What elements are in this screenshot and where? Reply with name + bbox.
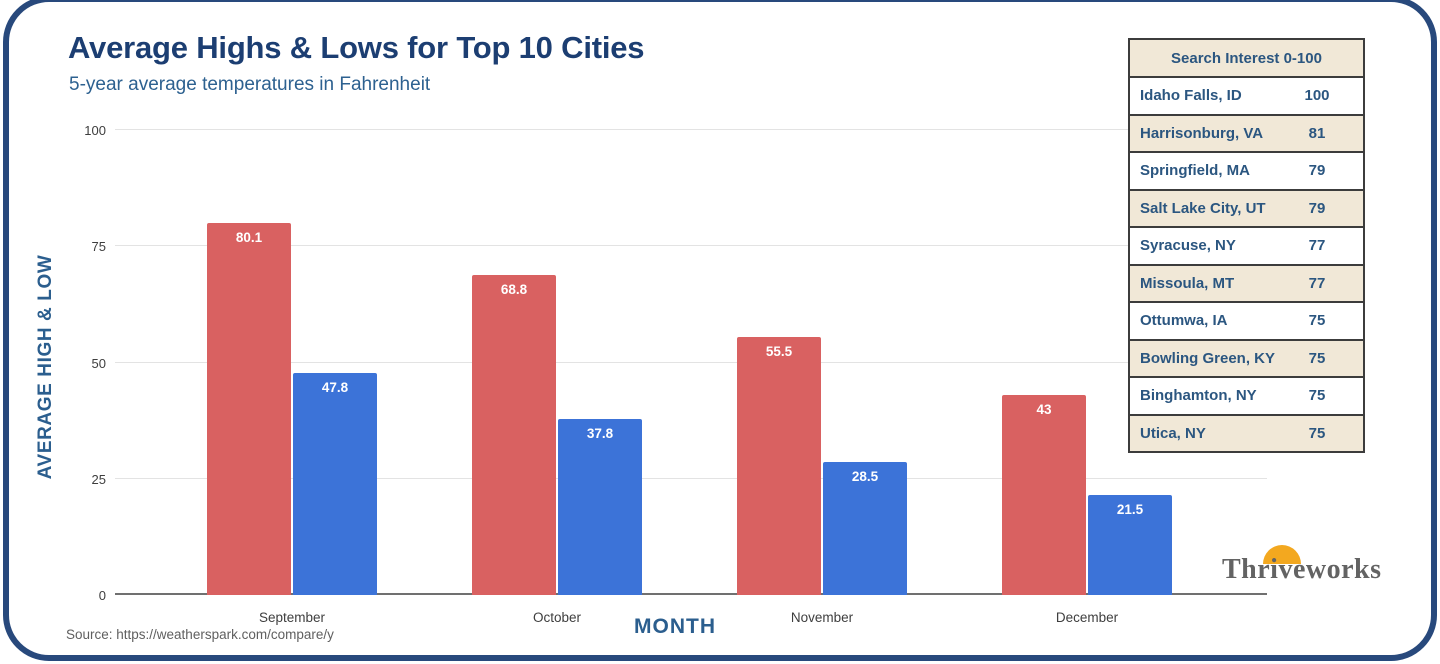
city-cell: Missoula, MT: [1140, 274, 1235, 292]
gridline: [115, 129, 1267, 130]
value-cell: 75: [1308, 424, 1326, 442]
thriveworks-wordmark: Thriveworks: [1222, 554, 1382, 585]
x-tick-label: November: [790, 610, 854, 625]
value-cell: 79: [1308, 162, 1326, 180]
plot-area: 80.1 47.8 September 68.8 37.8 October 55.5 28.5…: [115, 129, 1267, 625]
y-tick-label: 75: [91, 239, 106, 255]
table-row: Idaho Falls, ID 100: [1130, 78, 1363, 114]
y-tick-label: 0: [98, 588, 106, 603]
y-axis-ticks: 0 25 50 75 100: [58, 123, 106, 603]
bar-value-label: 21.5: [1116, 502, 1144, 518]
bar-value-label: 28.5: [851, 469, 879, 485]
high-bar-september: 80.1: [207, 222, 291, 595]
thriveworks-logo: Thriveworks: [1222, 545, 1382, 586]
value-cell: 75: [1308, 387, 1326, 405]
x-axis-line: [115, 593, 1267, 595]
table-header: Search Interest 0-100: [1130, 40, 1363, 78]
search-interest-table: Search Interest 0-100 Idaho Falls, ID 100…: [1128, 38, 1365, 453]
x-axis-title: MONTH: [634, 615, 716, 638]
bar-group-october: 68.8 37.8 October: [472, 275, 642, 625]
x-tick-label: September: [258, 610, 326, 625]
table-row: Missoula, MT 77: [1130, 263, 1363, 301]
gridline: [115, 477, 1267, 479]
gridline: [115, 245, 1267, 247]
city-cell: Bowling Green, KY: [1140, 349, 1276, 367]
table-row: Utica, NY 75: [1130, 413, 1363, 451]
y-tick-label: 100: [84, 123, 106, 138]
city-cell: Utica, NY: [1140, 424, 1206, 442]
value-cell: 100: [1304, 87, 1330, 105]
high-bar-november: 55.5: [737, 336, 821, 595]
value-cell: 77: [1308, 274, 1326, 292]
page-subtitle: 5-year average temperatures in Fahrenhei…: [69, 74, 431, 95]
city-cell: Salt Lake City, UT: [1140, 199, 1266, 217]
high-bar-december: 43: [1002, 395, 1086, 595]
bar-group-december: 43 21.5 December: [1002, 395, 1172, 625]
value-cell: 77: [1308, 237, 1326, 255]
city-cell: Binghamton, NY: [1140, 387, 1257, 405]
value-cell: 79: [1308, 199, 1326, 217]
high-bar-october: 68.8: [472, 275, 556, 595]
city-cell: Springfield, MA: [1140, 162, 1250, 180]
table-row: Binghamton, NY 75: [1130, 376, 1363, 414]
table-row: Bowling Green, KY 75: [1130, 338, 1363, 376]
value-cell: 75: [1308, 312, 1326, 330]
table-row: Springfield, MA 79: [1130, 151, 1363, 189]
table-body: Idaho Falls, ID 100 Harrisonburg, VA 81 Spri…: [1130, 78, 1363, 451]
bar-value-label: 55.5: [765, 343, 793, 359]
sun-icon: [1263, 545, 1301, 564]
bar-value-label: 47.8: [321, 379, 349, 395]
city-cell: Ottumwa, IA: [1140, 312, 1228, 330]
city-cell: Syracuse, NY: [1140, 237, 1236, 255]
table-row: Salt Lake City, UT 79: [1130, 188, 1363, 226]
city-cell: Idaho Falls, ID: [1140, 87, 1242, 105]
bar-value-label: 80.1: [235, 229, 263, 245]
table-row: Ottumwa, IA 75: [1130, 301, 1363, 339]
page-title: Average Highs & Lows for Top 10 Cities: [68, 30, 645, 65]
city-cell: Harrisonburg, VA: [1140, 124, 1264, 142]
table-row: Harrisonburg, VA 81: [1130, 113, 1363, 151]
x-tick-label: December: [1055, 610, 1119, 625]
y-tick-label: 25: [91, 471, 106, 487]
bar-group-november: 55.5 28.5 November: [737, 336, 907, 625]
value-cell: 75: [1308, 349, 1326, 367]
low-bar-november: 28.5: [823, 462, 907, 595]
gridline: [115, 361, 1267, 363]
source-text: Source: https://weatherspark.com/compare…: [66, 627, 334, 642]
bar-group-september: 80.1 47.8 September: [207, 222, 377, 625]
bar-value-label: 43: [1036, 402, 1052, 418]
bar-value-label: 68.8: [500, 282, 528, 298]
low-bar-december: 21.5: [1088, 495, 1172, 595]
value-cell: 81: [1308, 124, 1326, 142]
low-bar-october: 37.8: [558, 419, 642, 595]
table-row: Syracuse, NY 77: [1130, 226, 1363, 264]
y-tick-label: 50: [91, 355, 106, 371]
y-axis-title: AVERAGE HIGH & LOW: [35, 254, 56, 480]
low-bar-september: 47.8: [293, 372, 377, 595]
bar-value-label: 37.8: [586, 426, 614, 442]
x-tick-label: October: [532, 610, 582, 625]
